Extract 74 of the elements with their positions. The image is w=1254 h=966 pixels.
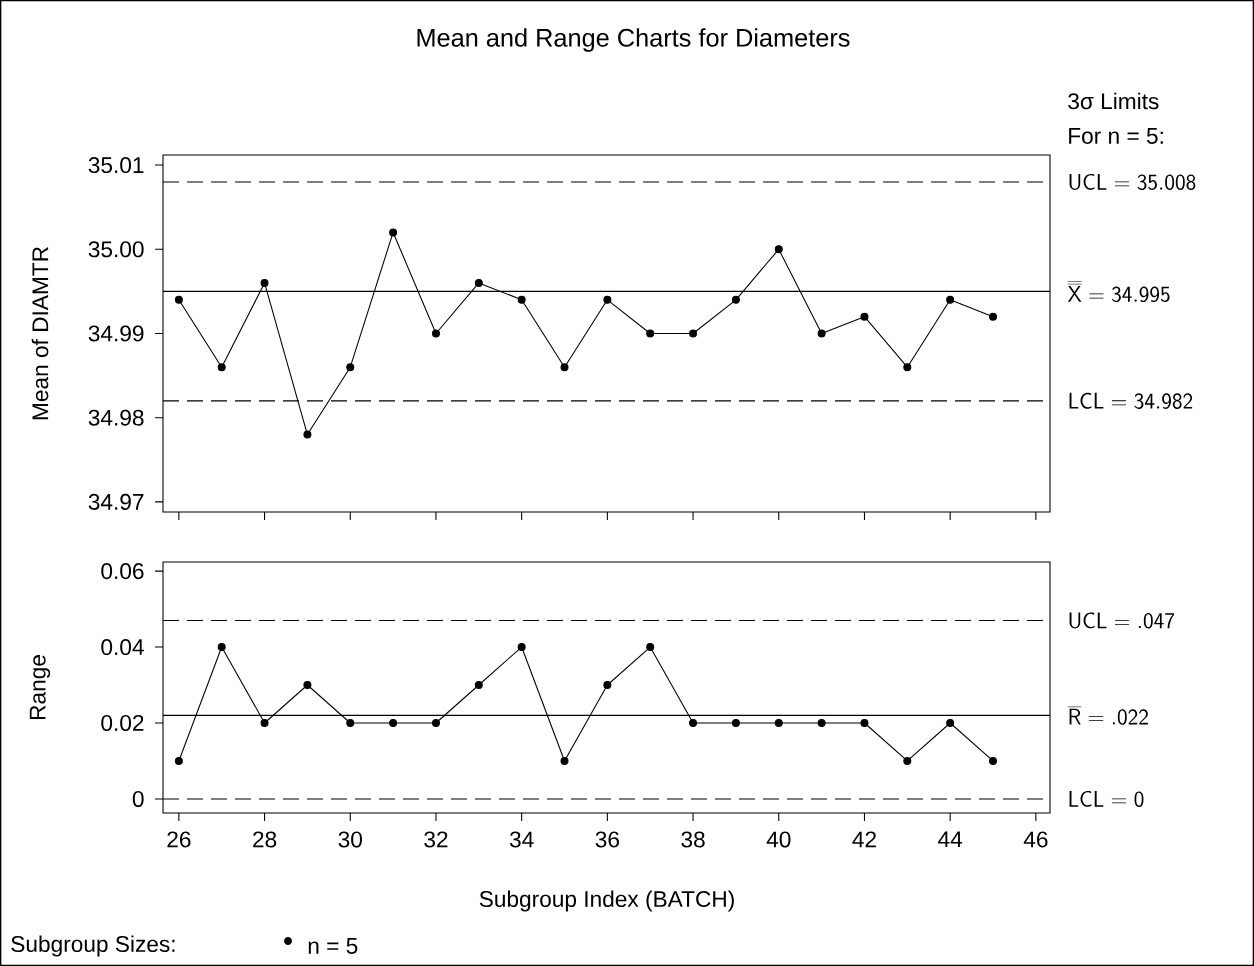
point: [946, 295, 955, 304]
point: [603, 295, 612, 304]
y-tick-label: 35.01: [88, 157, 144, 174]
point: [474, 278, 483, 287]
point: [731, 718, 740, 727]
ref-line-label: $\overline{\overline{\mathsf{X}}}=\mathsf{34.995}$: [1067, 281, 1170, 303]
point: [260, 718, 269, 727]
point: [560, 756, 569, 765]
ref-line-label: $\mathsf{LCL}=\mathsf{0}$: [1069, 790, 1144, 807]
point: [217, 643, 226, 652]
point: [860, 312, 869, 321]
point: [689, 718, 698, 727]
point: [431, 329, 440, 338]
point: [303, 681, 312, 690]
y-tick-label: 0.02: [101, 714, 144, 732]
x-tick-label: 44: [938, 831, 963, 848]
point: [903, 756, 912, 765]
x-tick-label: 26: [167, 831, 191, 848]
point: [303, 430, 312, 439]
point: [217, 363, 226, 372]
text: n = 5: [308, 938, 358, 954]
point: [174, 295, 183, 304]
point: [346, 363, 355, 372]
point: [646, 643, 655, 652]
y-tick-label: 0.04: [101, 639, 144, 656]
point: [689, 329, 698, 338]
y-tick-label: 0.06: [101, 563, 144, 580]
point: [431, 718, 440, 727]
point: [646, 329, 655, 338]
text: Subgroup Sizes:: [11, 935, 175, 957]
x-tick-label: 46: [1023, 831, 1048, 848]
ref-line-label: $\overline{\mathsf{R}}=\mathsf{.022}$: [1067, 706, 1148, 725]
point: [731, 295, 740, 304]
x-tick-label: 32: [424, 831, 448, 848]
ref-line-label: $\mathsf{UCL}=\mathsf{35.008}$: [1069, 173, 1196, 190]
point: [989, 756, 998, 765]
point: [474, 681, 483, 690]
y-tick-label: 0: [132, 790, 144, 807]
ref-line-label: $\mathsf{UCL}=\mathsf{.047}$: [1069, 612, 1175, 629]
text: 3σ Limits: [1068, 92, 1159, 110]
point: [346, 718, 355, 727]
y-axis-title: Mean of DIAMTR: [31, 247, 49, 420]
y-tick-label: 34.99: [88, 325, 144, 342]
x-tick-label: 28: [253, 831, 277, 848]
point: [774, 245, 783, 254]
y-tick-label: 34.97: [88, 493, 144, 510]
point: [560, 363, 569, 372]
x-tick-label: 42: [852, 831, 876, 848]
point: [174, 756, 183, 765]
point: [517, 643, 526, 652]
point: [389, 228, 398, 237]
point: [817, 718, 826, 727]
point: [817, 329, 826, 338]
x-axis-title: Subgroup Index (BATCH): [479, 890, 734, 912]
x-tick-label: 34: [509, 831, 534, 848]
x-tick-label: 30: [338, 831, 362, 848]
chart-title: Mean and Range Charts for Diameters: [417, 28, 850, 52]
point: [260, 278, 269, 287]
point: [517, 295, 526, 304]
text: For n = 5:: [1069, 128, 1163, 144]
point: [989, 312, 998, 321]
x-tick-label: 40: [766, 831, 791, 848]
point: [946, 718, 955, 727]
x-tick-label: 38: [681, 831, 705, 848]
x-tick-label: 36: [595, 831, 619, 848]
y-tick-label: 35.00: [88, 241, 144, 258]
point: [860, 718, 869, 727]
point: [774, 718, 783, 727]
point: [389, 718, 398, 727]
ref-line-label: $\mathsf{LCL}=\mathsf{34.982}$: [1069, 392, 1193, 409]
y-tick-label: 34.98: [88, 409, 144, 426]
point: [903, 363, 912, 372]
point: [603, 681, 612, 690]
y-axis-title: Range: [29, 655, 51, 720]
